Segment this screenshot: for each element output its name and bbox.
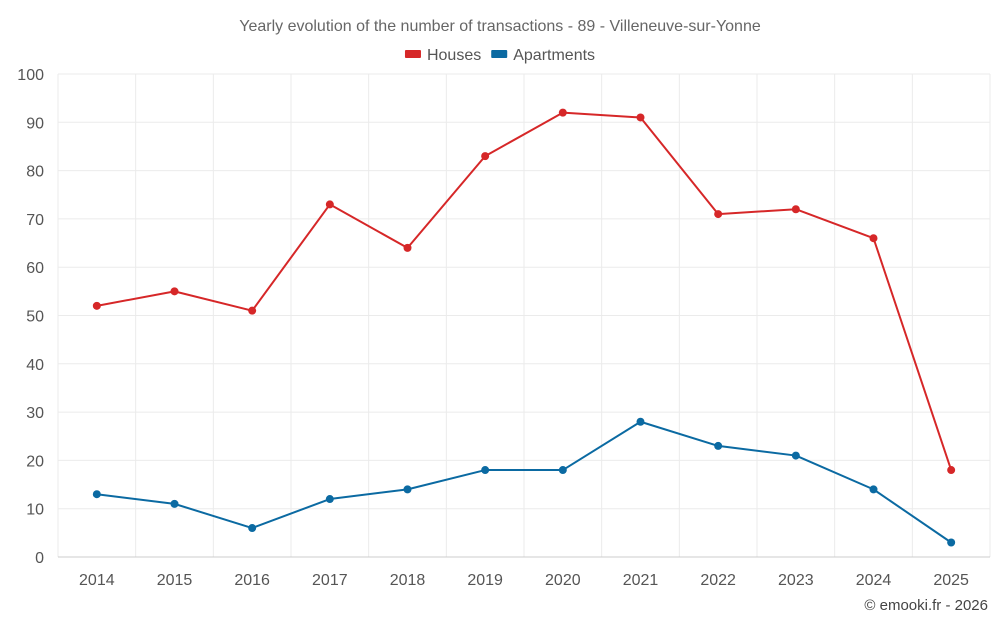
x-tick-label: 2019 [467,572,503,589]
y-tick-label: 30 [26,405,44,422]
legend-swatch [404,50,421,58]
series-line-apartments [95,420,953,544]
x-tick-label: 2017 [312,572,348,589]
data-point-apartments[interactable]: Apartments 2015: 11 [170,499,179,508]
x-tick-label: 2023 [778,572,814,589]
data-point-houses[interactable]: Houses 2014: 52 [92,301,101,310]
data-point-apartments[interactable]: Apartments 2018: 14 [403,485,412,494]
x-tick-label: 2021 [623,572,659,589]
x-tick-label: 2020 [545,572,581,589]
grid-lines [57,73,991,558]
data-point-houses[interactable]: Houses 2022: 71 [714,210,723,219]
y-tick-label: 0 [35,550,44,567]
legend-swatch [491,50,508,58]
x-tick-label: 2022 [700,572,736,589]
data-point-apartments[interactable]: Apartments 2017: 12 [325,495,334,504]
data-point-houses[interactable]: Houses 2025: 18 [947,466,956,475]
y-tick-label: 90 [26,115,44,132]
y-tick-label: 40 [26,357,44,374]
data-point-apartments[interactable]: Apartments 2025: 3 [947,538,956,547]
data-point-houses[interactable]: Houses 2024: 66 [869,234,878,243]
data-point-apartments[interactable]: Apartments 2021: 28 [636,417,645,426]
data-point-houses[interactable]: Houses 2018: 64 [403,243,412,252]
legend-label: Houses [427,47,481,64]
series-houses: Houses 2014: 52 Houses 2015: 55 Houses 201… [92,108,956,475]
legend: Houses Apartments [404,47,595,64]
data-point-houses[interactable]: Houses 2015: 55 [170,287,179,296]
y-tick-label: 20 [26,453,44,470]
series-apartments: Apartments 2014: 13 Apartments 2015: 11 Ap… [92,417,956,547]
legend-label: Apartments [513,47,595,64]
x-tick-label: 2024 [856,572,892,589]
legend-item-houses[interactable]: Houses [404,47,481,64]
credit-text: © emooki.fr - 2026 [864,597,988,614]
data-point-houses[interactable]: Houses 2019: 83 [481,152,490,161]
x-tick-label: 2018 [390,572,426,589]
series-line-houses [95,111,953,472]
y-tick-label: 60 [26,260,44,277]
x-axis-ticks: 2014 2015 2016 2017 2018 2019 2020 2021 2022 2023… [79,572,969,589]
data-point-apartments[interactable]: Apartments 2014: 13 [92,490,101,499]
data-point-apartments[interactable]: Apartments 2019: 18 [481,466,490,475]
data-point-apartments[interactable]: Apartments 2023: 21 [791,451,800,460]
data-point-apartments[interactable]: Apartments 2020: 18 [558,466,567,475]
data-point-houses[interactable]: Houses 2020: 92 [558,108,567,117]
y-tick-label: 50 [26,309,44,326]
y-tick-label: 70 [26,212,44,229]
chart-title: Yearly evolution of the number of transa… [239,18,761,35]
data-point-houses[interactable]: Houses 2017: 73 [325,200,334,209]
x-tick-label: 2014 [79,572,115,589]
x-tick-label: 2025 [933,572,969,589]
data-point-apartments[interactable]: Apartments 2016: 6 [248,524,257,533]
data-point-houses[interactable]: Houses 2021: 91 [636,113,645,122]
x-tick-label: 2015 [157,572,193,589]
y-tick-label: 80 [26,164,44,181]
y-tick-label: 100 [17,67,44,84]
series-group: Houses 2014: 52 Houses 2015: 55 Houses 201… [92,108,956,547]
data-point-apartments[interactable]: Apartments 2022: 23 [714,441,723,450]
data-point-houses[interactable]: Houses 2016: 51 [248,306,257,315]
data-point-apartments[interactable]: Apartments 2024: 14 [869,485,878,494]
data-point-houses[interactable]: Houses 2023: 72 [791,205,800,214]
x-tick-label: 2016 [234,572,270,589]
y-tick-label: 10 [26,502,44,519]
legend-item-apartments[interactable]: Apartments [491,47,595,64]
y-axis-ticks: 0 10 20 30 40 50 60 70 80 90 100 [17,67,44,567]
